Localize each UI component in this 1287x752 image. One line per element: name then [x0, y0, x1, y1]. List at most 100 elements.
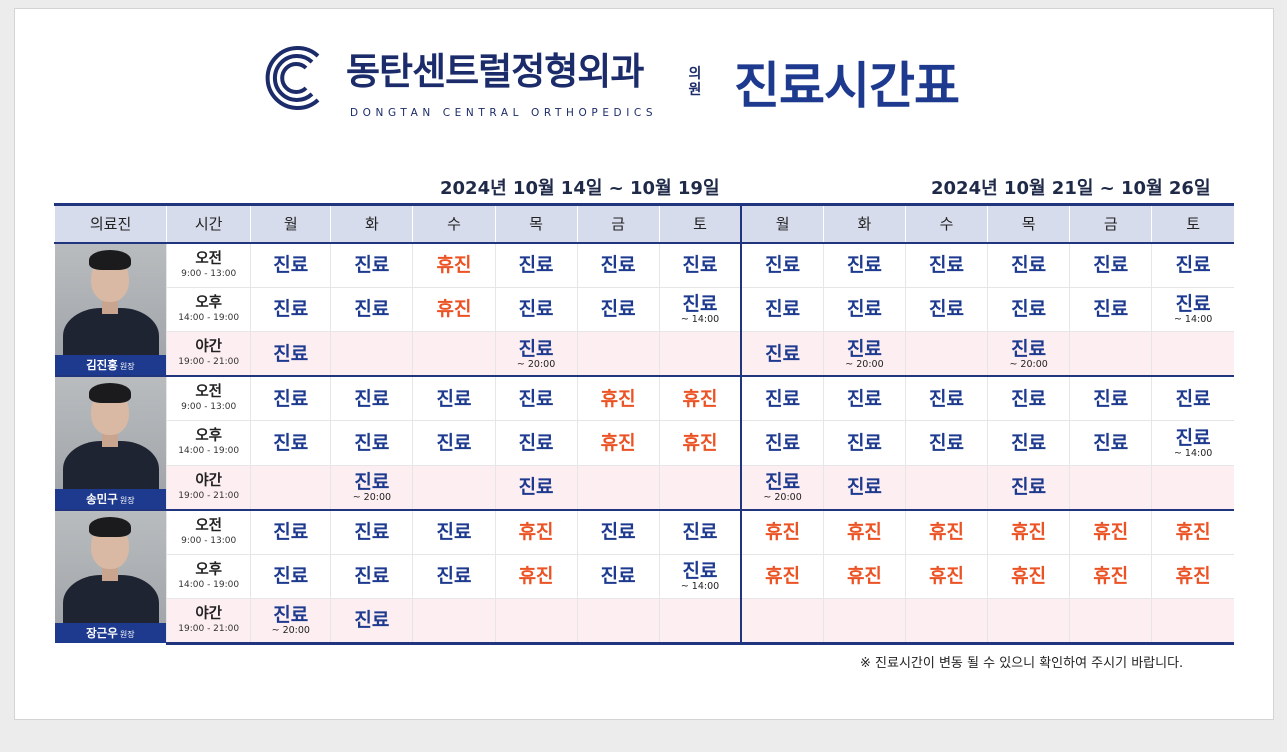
- status-open: 진료: [273, 254, 309, 276]
- header-day: 월: [740, 203, 824, 243]
- schedule-cell: 휴진: [987, 508, 1070, 554]
- status-open: 진료: [600, 254, 636, 276]
- time-slot-cell: 오후 14:00 - 19:00: [166, 553, 251, 599]
- schedule-cell: 휴진: [1151, 553, 1234, 599]
- schedule-cell: 진료 ~ 20:00: [822, 331, 906, 376]
- doctor-title: 원장: [119, 362, 135, 371]
- status-closed: 휴진: [929, 521, 965, 543]
- schedule-cell: 진료: [987, 286, 1070, 332]
- status-open: 진료: [273, 521, 309, 543]
- header-day: 목: [987, 203, 1070, 243]
- status-note: ~ 20:00: [1009, 358, 1048, 370]
- schedule-cell: 진료: [1069, 375, 1152, 421]
- table-row: 김진홍 원장 오전 9:00 - 13:00 진료 진료 휴진 진료 진료 진료 진료 진료 진료 진료 진…: [54, 241, 1234, 376]
- schedule-cell: 진료: [250, 286, 331, 332]
- status-open: 진료: [354, 565, 390, 588]
- status-note: ~ 14:00: [1173, 314, 1213, 326]
- status-open: 진료: [600, 521, 636, 543]
- schedule-cell: 진료: [904, 375, 988, 421]
- schedule-cell: [412, 464, 496, 510]
- schedule-cell: 진료: [1069, 241, 1152, 287]
- time-slot-hours: 14:00 - 19:00: [178, 312, 240, 323]
- schedule-cell: [904, 464, 988, 510]
- status-note: ~ 14:00: [680, 581, 720, 593]
- time-slot-hours: 19:00 - 21:00: [178, 623, 240, 634]
- status-open: 진료: [846, 337, 882, 360]
- status-open: 진료: [600, 298, 636, 321]
- schedule-cell: 휴진: [904, 508, 988, 554]
- schedule-cell: [576, 464, 660, 510]
- status-open: 진료: [518, 337, 554, 360]
- schedule-cell: 휴진: [658, 420, 742, 465]
- status-open: 진료: [765, 342, 801, 365]
- status-note: ~ 20:00: [845, 358, 884, 370]
- schedule-cell: [576, 598, 660, 645]
- status-note: ~ 20:00: [352, 492, 392, 503]
- table-row: 장근우 원장 오전 9:00 - 13:00 진료 진료 진료 휴진 진료 진료 휴진 휴진 휴진 휴진 휴…: [54, 508, 1234, 643]
- schedule-cell: 휴진: [412, 241, 496, 287]
- status-open: 진료: [765, 387, 801, 410]
- schedule-cell: 진료: [987, 420, 1070, 465]
- time-slot-hours: 9:00 - 13:00: [181, 268, 237, 279]
- status-closed: 휴진: [436, 298, 472, 321]
- schedule-cell: 진료: [250, 241, 331, 287]
- status-closed: 휴진: [518, 521, 554, 543]
- page-title: 진료시간표: [734, 57, 960, 115]
- schedule-cell: [250, 464, 331, 510]
- status-open: 진료: [1011, 254, 1047, 276]
- status-closed: 휴진: [518, 565, 554, 588]
- schedule-cell: [1069, 598, 1152, 645]
- time-slot-label: 야간: [195, 339, 223, 355]
- doctor-name-bar: 장근우 원장: [54, 623, 167, 643]
- schedule-cell: 진료 ~ 14:00: [1151, 286, 1234, 332]
- schedule-cell: 진료: [822, 241, 906, 287]
- status-open: 진료: [929, 431, 965, 454]
- status-open: 진료: [1093, 431, 1129, 454]
- status-closed: 휴진: [929, 565, 965, 588]
- header-day: 월: [250, 203, 331, 243]
- time-slot-hours: 19:00 - 21:00: [178, 357, 240, 367]
- schedule-cell: 진료: [740, 331, 824, 376]
- status-open: 진료: [600, 565, 636, 588]
- schedule-cell: 진료: [740, 241, 824, 287]
- schedule-cell: 진료: [250, 553, 331, 599]
- schedule-cell: 진료: [250, 420, 331, 465]
- header-day: 수: [904, 203, 988, 243]
- status-open: 진료: [518, 298, 554, 321]
- status-closed: 휴진: [600, 431, 636, 454]
- table-row: 오후 14:00 - 19:00 진료 진료 진료 진료 휴진 휴진 진료 진료 진료 진료 진료 진료 ~…: [55, 420, 1234, 465]
- table-row: 오후 14:00 - 19:00 진료 진료 진료 휴진 진료 진료 ~ 14:00 휴진 휴진 휴진…: [55, 553, 1234, 599]
- schedule-cell: 진료: [822, 375, 906, 421]
- schedule-cell: 진료 ~ 14:00: [658, 286, 742, 332]
- schedule-cell: 진료: [576, 286, 660, 332]
- status-open: 진료: [1011, 387, 1047, 410]
- schedule-cell: [576, 331, 660, 376]
- schedule-cell: 휴진: [576, 375, 660, 421]
- schedule-cell: 진료: [250, 375, 331, 421]
- doctor-name-bar: 송민구 원장: [54, 488, 167, 509]
- doctor-portrait-icon: [54, 510, 167, 643]
- status-open: 진료: [354, 298, 390, 321]
- time-slot-label: 오전: [195, 384, 223, 400]
- header-day: 수: [412, 203, 496, 243]
- schedule-cell: 진료: [250, 508, 331, 554]
- status-open: 진료: [518, 431, 554, 454]
- time-slot-label: 오후: [195, 561, 223, 578]
- status-open: 진료: [765, 298, 801, 321]
- schedule-cell: [1069, 464, 1152, 510]
- time-slot-hours: 14:00 - 19:00: [178, 579, 240, 590]
- status-open: 진료: [354, 471, 390, 493]
- status-open: 진료: [1011, 476, 1047, 498]
- schedule-cell: [1151, 464, 1234, 510]
- status-open: 진료: [273, 431, 309, 454]
- header-day: 토: [1151, 203, 1234, 243]
- status-open: 진료: [929, 298, 965, 321]
- schedule-cell: [412, 331, 496, 376]
- status-open: 진료: [273, 342, 309, 365]
- schedule-cell: 진료: [1151, 241, 1234, 287]
- doctor-name: 송민구: [86, 491, 118, 506]
- schedule-cell: [494, 598, 578, 645]
- status-closed: 휴진: [1175, 565, 1211, 588]
